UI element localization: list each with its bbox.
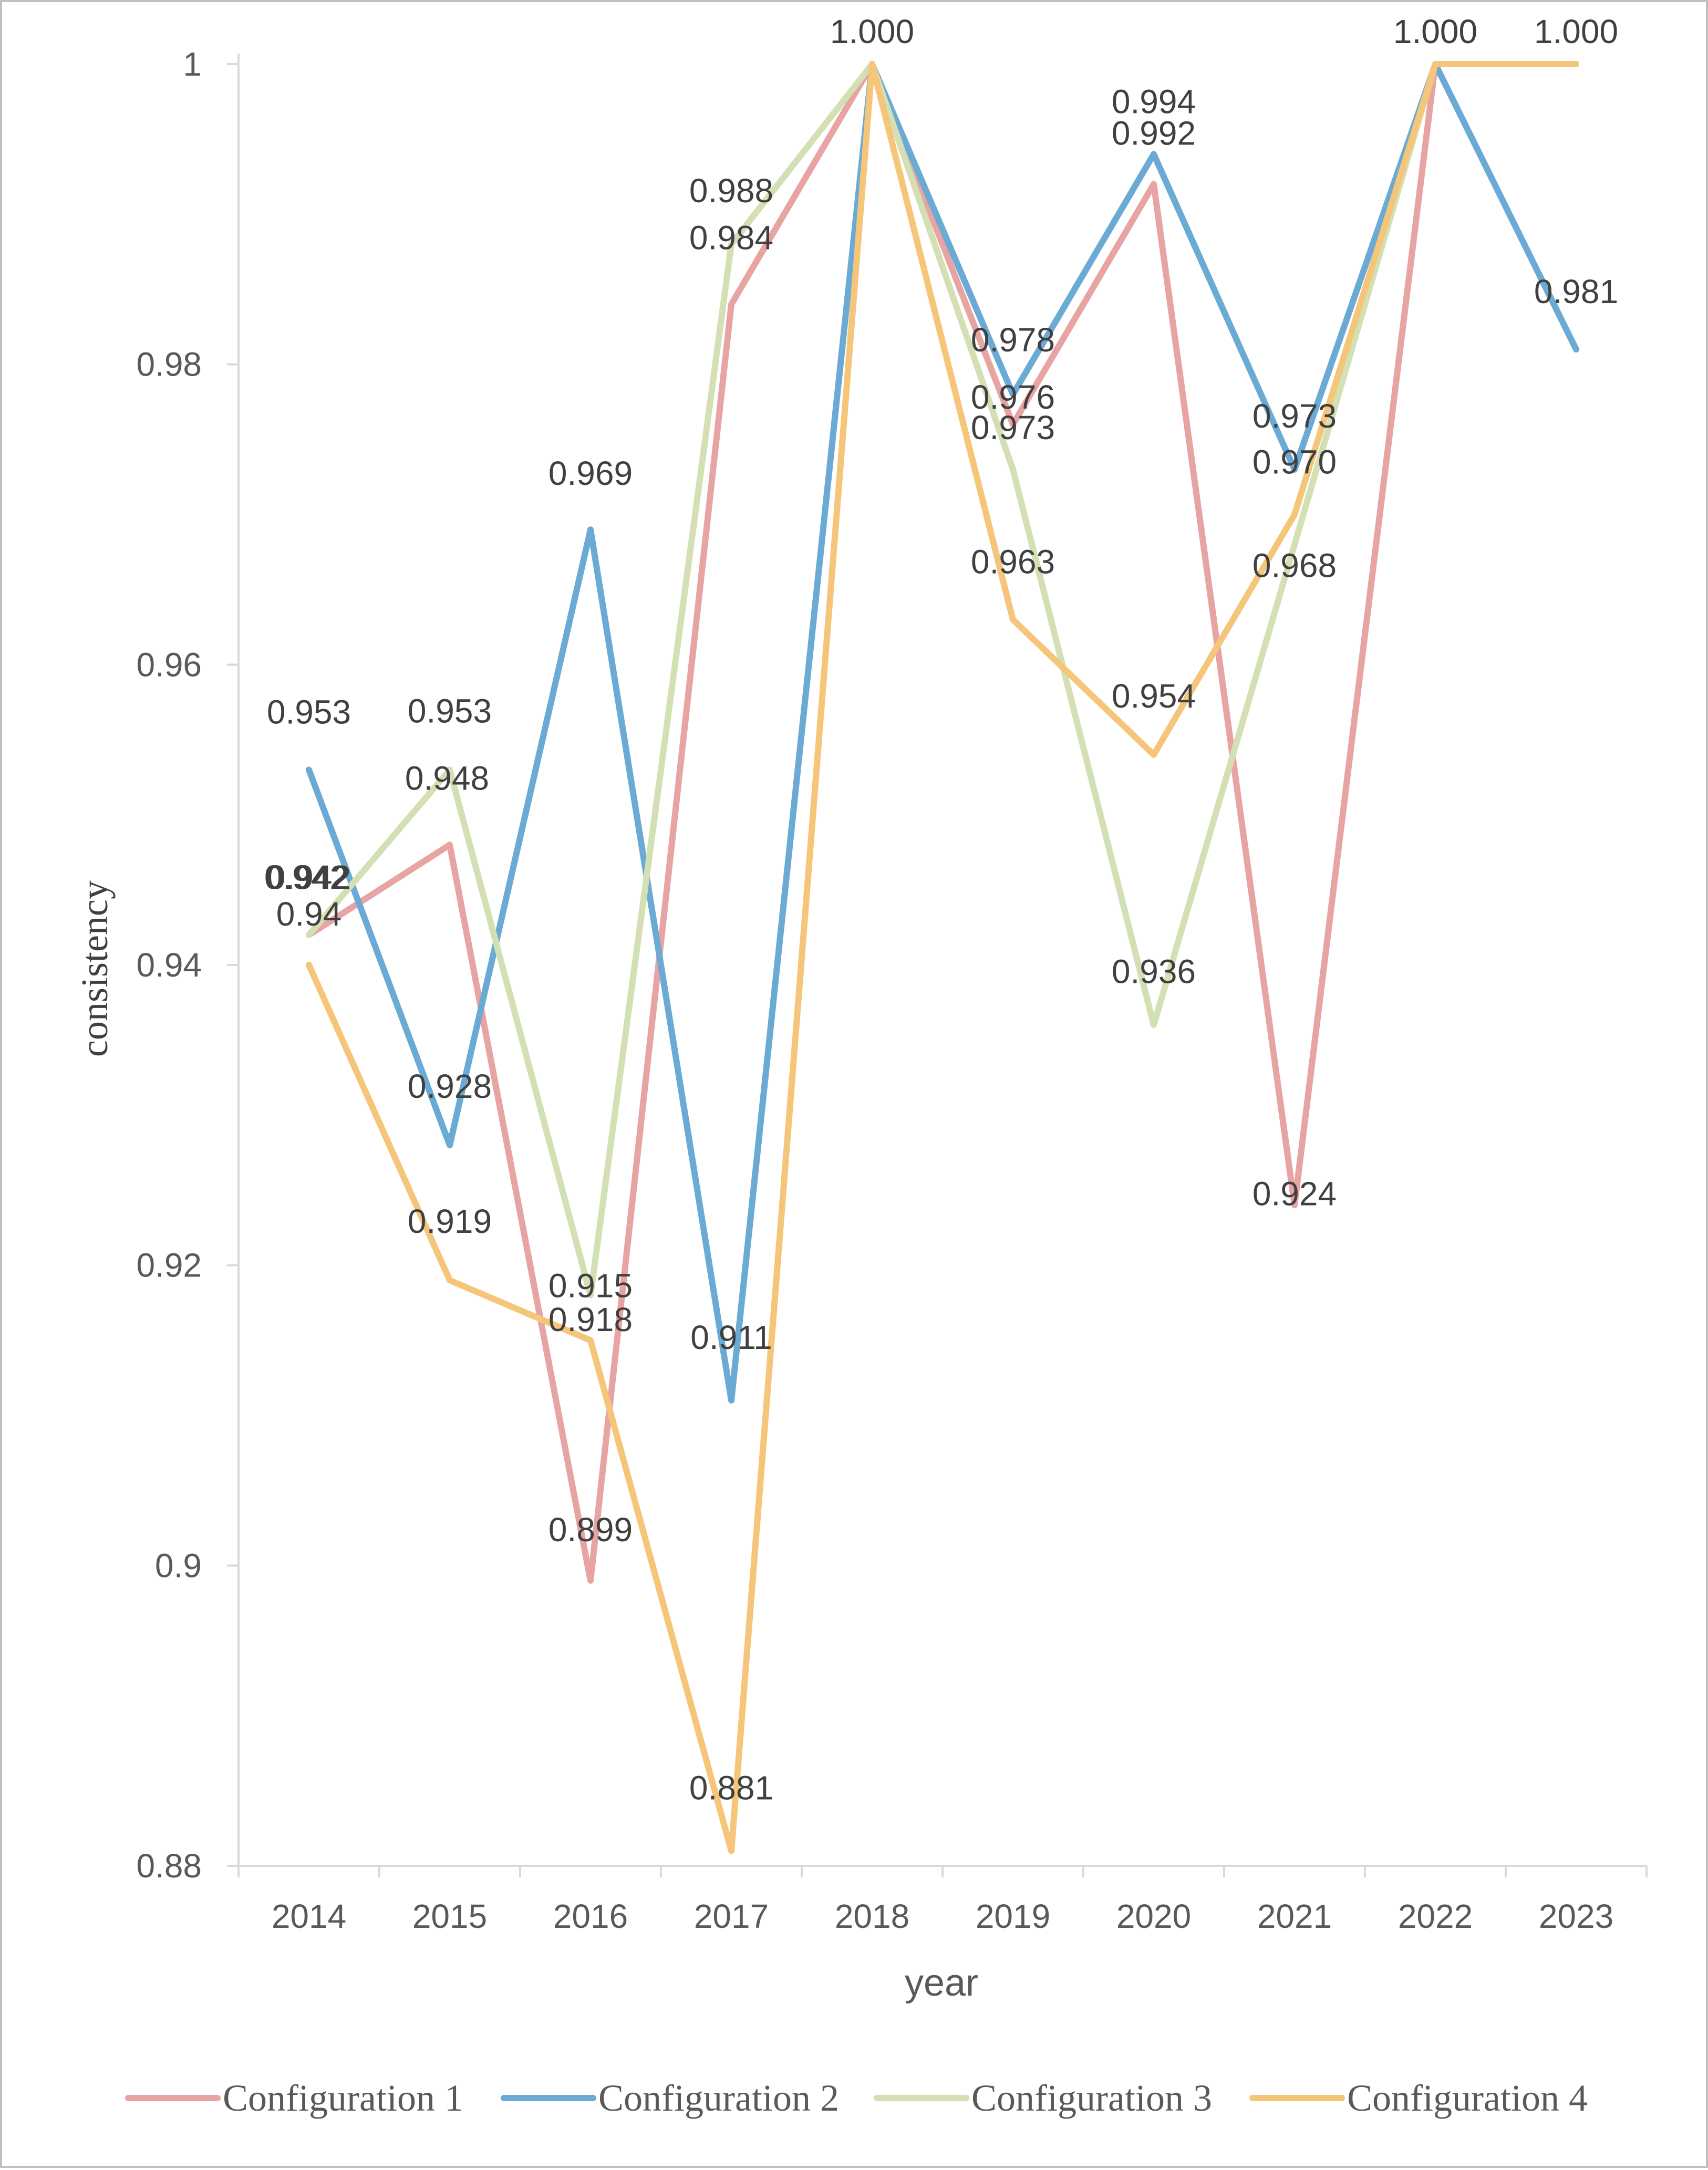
legend: Configuration 1 Configuration 2 Configurat…: [125, 2077, 1588, 2119]
data-label-configuration-2: 0.911: [690, 1318, 772, 1356]
series-line-configuration-3: [306, 61, 1438, 1299]
x-tick-label: 2014: [272, 1897, 346, 1935]
x-tick-label: 2023: [1539, 1897, 1613, 1935]
y-tick-label: 0.88: [136, 1847, 202, 1885]
data-label-configuration-2: 0.969: [548, 454, 633, 492]
x-tick-label: 2022: [1398, 1897, 1473, 1935]
data-label-configuration-3: 0.953: [408, 692, 492, 730]
data-label-configuration-1: 0.948: [405, 759, 489, 797]
legend-label: Configuration 4: [1347, 2077, 1588, 2119]
data-label-configuration-4: 0.915: [548, 1267, 633, 1305]
series-line-configuration-1: [306, 61, 1438, 1584]
data-label-configuration-4: 0.881: [689, 1769, 773, 1806]
x-tick-label: 2018: [835, 1897, 909, 1935]
x-tick-label: 2015: [412, 1897, 487, 1935]
data-label-configuration-4: 0.919: [408, 1202, 492, 1240]
x-tick-label: 2017: [694, 1897, 769, 1935]
data-label-configuration-1: 0.942: [264, 858, 348, 896]
y-tick-label: 0.9: [155, 1546, 202, 1584]
data-label-configuration-1: 0.924: [1252, 1175, 1337, 1212]
x-tick-label: 2019: [976, 1897, 1050, 1935]
data-label-configuration-1: 1.000: [830, 13, 914, 50]
x-axis-title: year: [905, 1962, 978, 2004]
data-label-configuration-3: 0.936: [1112, 952, 1196, 990]
data-label-configuration-4: 0.954: [1112, 677, 1196, 715]
data-labels: 0.942 0.948 0.899 0.984 1.000 0.976 0.992 0.924…: [264, 13, 1618, 1806]
data-label-configuration-2: 1.000: [1393, 13, 1477, 50]
y-tick-label: 0.96: [136, 646, 202, 683]
legend-label: Configuration 2: [598, 2077, 839, 2119]
x-tick-label: 2020: [1116, 1897, 1191, 1935]
series-lines: [306, 61, 1579, 1854]
data-label-configuration-1: 0.976: [971, 378, 1055, 416]
data-label-configuration-1: 0.984: [689, 219, 773, 256]
y-axis-title: consistency: [74, 880, 116, 1057]
y-tick-label: 1: [183, 45, 202, 83]
y-tick-label: 0.98: [136, 346, 202, 383]
x-tick-label: 2016: [553, 1897, 628, 1935]
data-label-configuration-2: 0.994: [1112, 83, 1196, 121]
series-line-configuration-4: [306, 61, 1579, 1854]
data-label-configuration-2: 0.981: [1534, 273, 1618, 310]
data-label-configuration-3: 0.968: [1252, 547, 1337, 585]
series-line-configuration-2: [306, 61, 1579, 1404]
data-label-configuration-1: 0.899: [548, 1511, 633, 1549]
data-label-configuration-1: 0.992: [1112, 115, 1196, 152]
data-label-configuration-3: 0.942: [267, 858, 351, 896]
data-label-configuration-4: 1.000: [1534, 13, 1618, 50]
data-label-configuration-2: 0.973: [1252, 397, 1337, 435]
data-label-configuration-3: 0.988: [689, 172, 773, 210]
legend-label: Configuration 3: [971, 2077, 1212, 2119]
y-tick-label: 0.92: [136, 1247, 202, 1284]
data-label-configuration-2: 0.953: [267, 693, 351, 731]
data-label-configuration-4: 0.963: [971, 543, 1055, 581]
y-tick-label: 0.94: [136, 946, 202, 984]
data-label-configuration-4: 0.970: [1252, 443, 1337, 481]
data-label-configuration-3: 0.918: [548, 1301, 633, 1338]
data-label-configuration-2: 0.978: [971, 321, 1055, 359]
data-label-configuration-3: 0.973: [971, 409, 1055, 447]
x-tick-label: 2021: [1257, 1897, 1332, 1935]
data-label-configuration-4: 0.94: [276, 895, 342, 933]
data-label-configuration-2: 0.928: [408, 1067, 492, 1105]
legend-label: Configuration 1: [223, 2077, 463, 2119]
data-label-configuration-1: 1.000: [1393, 13, 1477, 50]
